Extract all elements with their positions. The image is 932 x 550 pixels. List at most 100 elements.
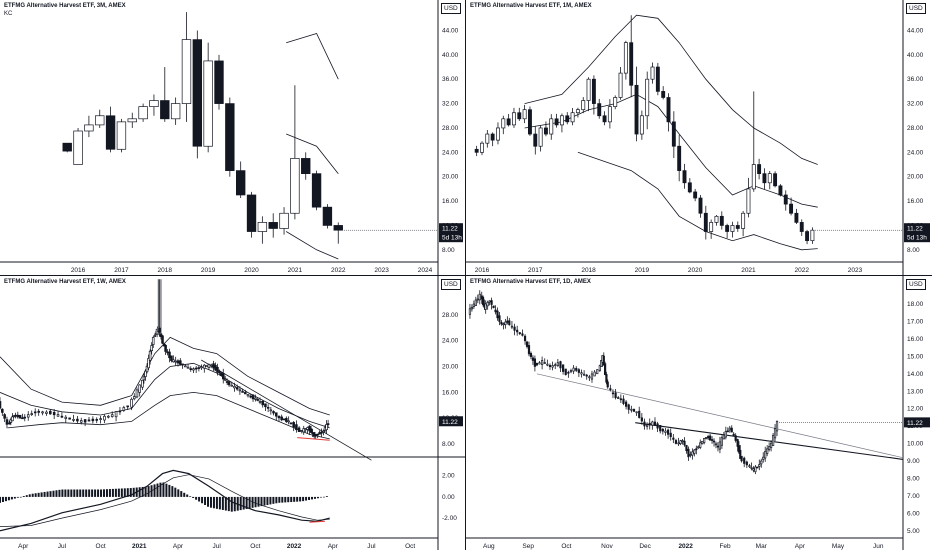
y-tick-label: 16.00 (907, 198, 924, 205)
macd-line (0, 469, 330, 532)
y-tick-label: 36.00 (442, 76, 459, 83)
candle-body (538, 362, 541, 365)
macd-histogram-bar (147, 486, 150, 497)
macd-histogram-bar (19, 496, 22, 498)
candle-body (714, 443, 718, 446)
candle-body (212, 363, 215, 369)
chart-panel-1d[interactable]: 5.006.007.008.009.0010.0011.0012.0013.00… (466, 276, 932, 550)
macd-histogram-bar (64, 489, 67, 497)
candle-body (181, 363, 184, 366)
macd-histogram-bar (221, 496, 224, 510)
price-tag-box (904, 417, 930, 428)
band-upper-line (0, 336, 330, 416)
currency-label: USD (441, 3, 461, 14)
macd-histogram-bar (46, 491, 49, 497)
candle-body (762, 456, 765, 460)
candle-body (741, 212, 746, 229)
macd-histogram-bar (91, 489, 94, 497)
macd-histogram-bar (209, 496, 212, 508)
candle-body (468, 308, 472, 315)
candle-body (285, 418, 288, 422)
candle-body (207, 364, 211, 368)
candle-body (677, 145, 682, 171)
candle-body (107, 415, 110, 418)
candle-body (586, 78, 591, 101)
candle-body (754, 466, 757, 473)
candle-body (583, 373, 586, 376)
candle-body (300, 430, 304, 432)
candle-body (153, 335, 157, 337)
candle-body (697, 446, 700, 449)
candle-body (150, 345, 153, 352)
candle-body (492, 305, 495, 309)
chart-panel-1w[interactable]: 8.0012.0016.0020.0024.0028.00AprJulOct20… (0, 276, 465, 550)
y-tick-label: 40.00 (907, 52, 924, 59)
macd-histogram-bar (224, 496, 227, 511)
macd-histogram-bar (61, 489, 64, 497)
macd-histogram-bar (123, 488, 126, 497)
candle-body (246, 394, 250, 397)
price-tag-label: 11.22 (442, 226, 458, 233)
candle-body (799, 222, 804, 232)
candle-body (695, 448, 698, 451)
price-tag-label: 11.22 (907, 420, 923, 427)
macd-histogram-bar (28, 494, 31, 497)
candle-body (726, 430, 729, 433)
candle-body (244, 392, 247, 395)
candle-body (604, 363, 607, 375)
candle-body (56, 414, 60, 417)
y-tick-label: 7.00 (907, 493, 920, 500)
macd-histogram-bar (322, 496, 325, 498)
y-tick-label: 9.00 (907, 458, 920, 465)
candle-body (72, 419, 75, 421)
candle-body (693, 191, 698, 199)
candle-body (618, 72, 623, 98)
y-tick-label: 8.00 (907, 476, 920, 483)
candle-body (8, 422, 11, 425)
candle-body (740, 455, 743, 462)
macd-histogram-bar (207, 496, 210, 507)
candle-body (118, 410, 122, 413)
candle-body (496, 127, 500, 141)
x-tick-label: 2016 (475, 267, 490, 274)
candle-body (656, 423, 659, 429)
macd-histogram-bar (10, 496, 13, 500)
candle-body (149, 100, 159, 107)
candle-body (643, 421, 646, 427)
candle-body (91, 418, 95, 422)
candle-body (289, 422, 293, 425)
macd-histogram-bar (257, 496, 260, 507)
y-tick-label: 12.00 (907, 406, 924, 413)
candle-body (274, 412, 278, 417)
candle-body (14, 414, 17, 417)
macd-red-line (309, 520, 326, 523)
candle-body (68, 417, 71, 420)
macd-histogram-bar (293, 496, 296, 502)
macd-histogram-bar (233, 496, 236, 512)
keltner-lower-line (285, 231, 339, 260)
candle-body (478, 293, 481, 301)
y-tick-label: 14.00 (907, 371, 924, 378)
macd-histogram-bar (266, 496, 269, 505)
chart-panel-3m[interactable]: 8.0012.0016.0020.0024.0028.0032.0036.004… (0, 0, 465, 275)
macd-histogram-bar (7, 496, 10, 501)
candle-body (559, 361, 562, 369)
keltner-lower-line (577, 151, 818, 251)
candle-body (720, 437, 724, 446)
x-tick-label: Jul (367, 543, 376, 550)
candle-body (295, 424, 298, 431)
candle-body (569, 370, 573, 373)
y-tick-label: 16.00 (907, 336, 924, 343)
candle-body (714, 215, 719, 223)
candle-body (235, 170, 246, 196)
candle-body (496, 310, 499, 319)
candle-body (716, 445, 720, 448)
macd-y-tick-label: 2.00 (442, 473, 455, 480)
candle-body (64, 416, 68, 419)
candle-body (554, 364, 557, 367)
macd-histogram-bar (55, 490, 58, 497)
candle-body (179, 360, 182, 365)
chart-panel-1m[interactable]: 8.0012.0016.0020.0024.0028.0032.0036.004… (466, 0, 932, 275)
candle-body (613, 97, 618, 107)
x-tick-label: Apr (173, 543, 184, 550)
